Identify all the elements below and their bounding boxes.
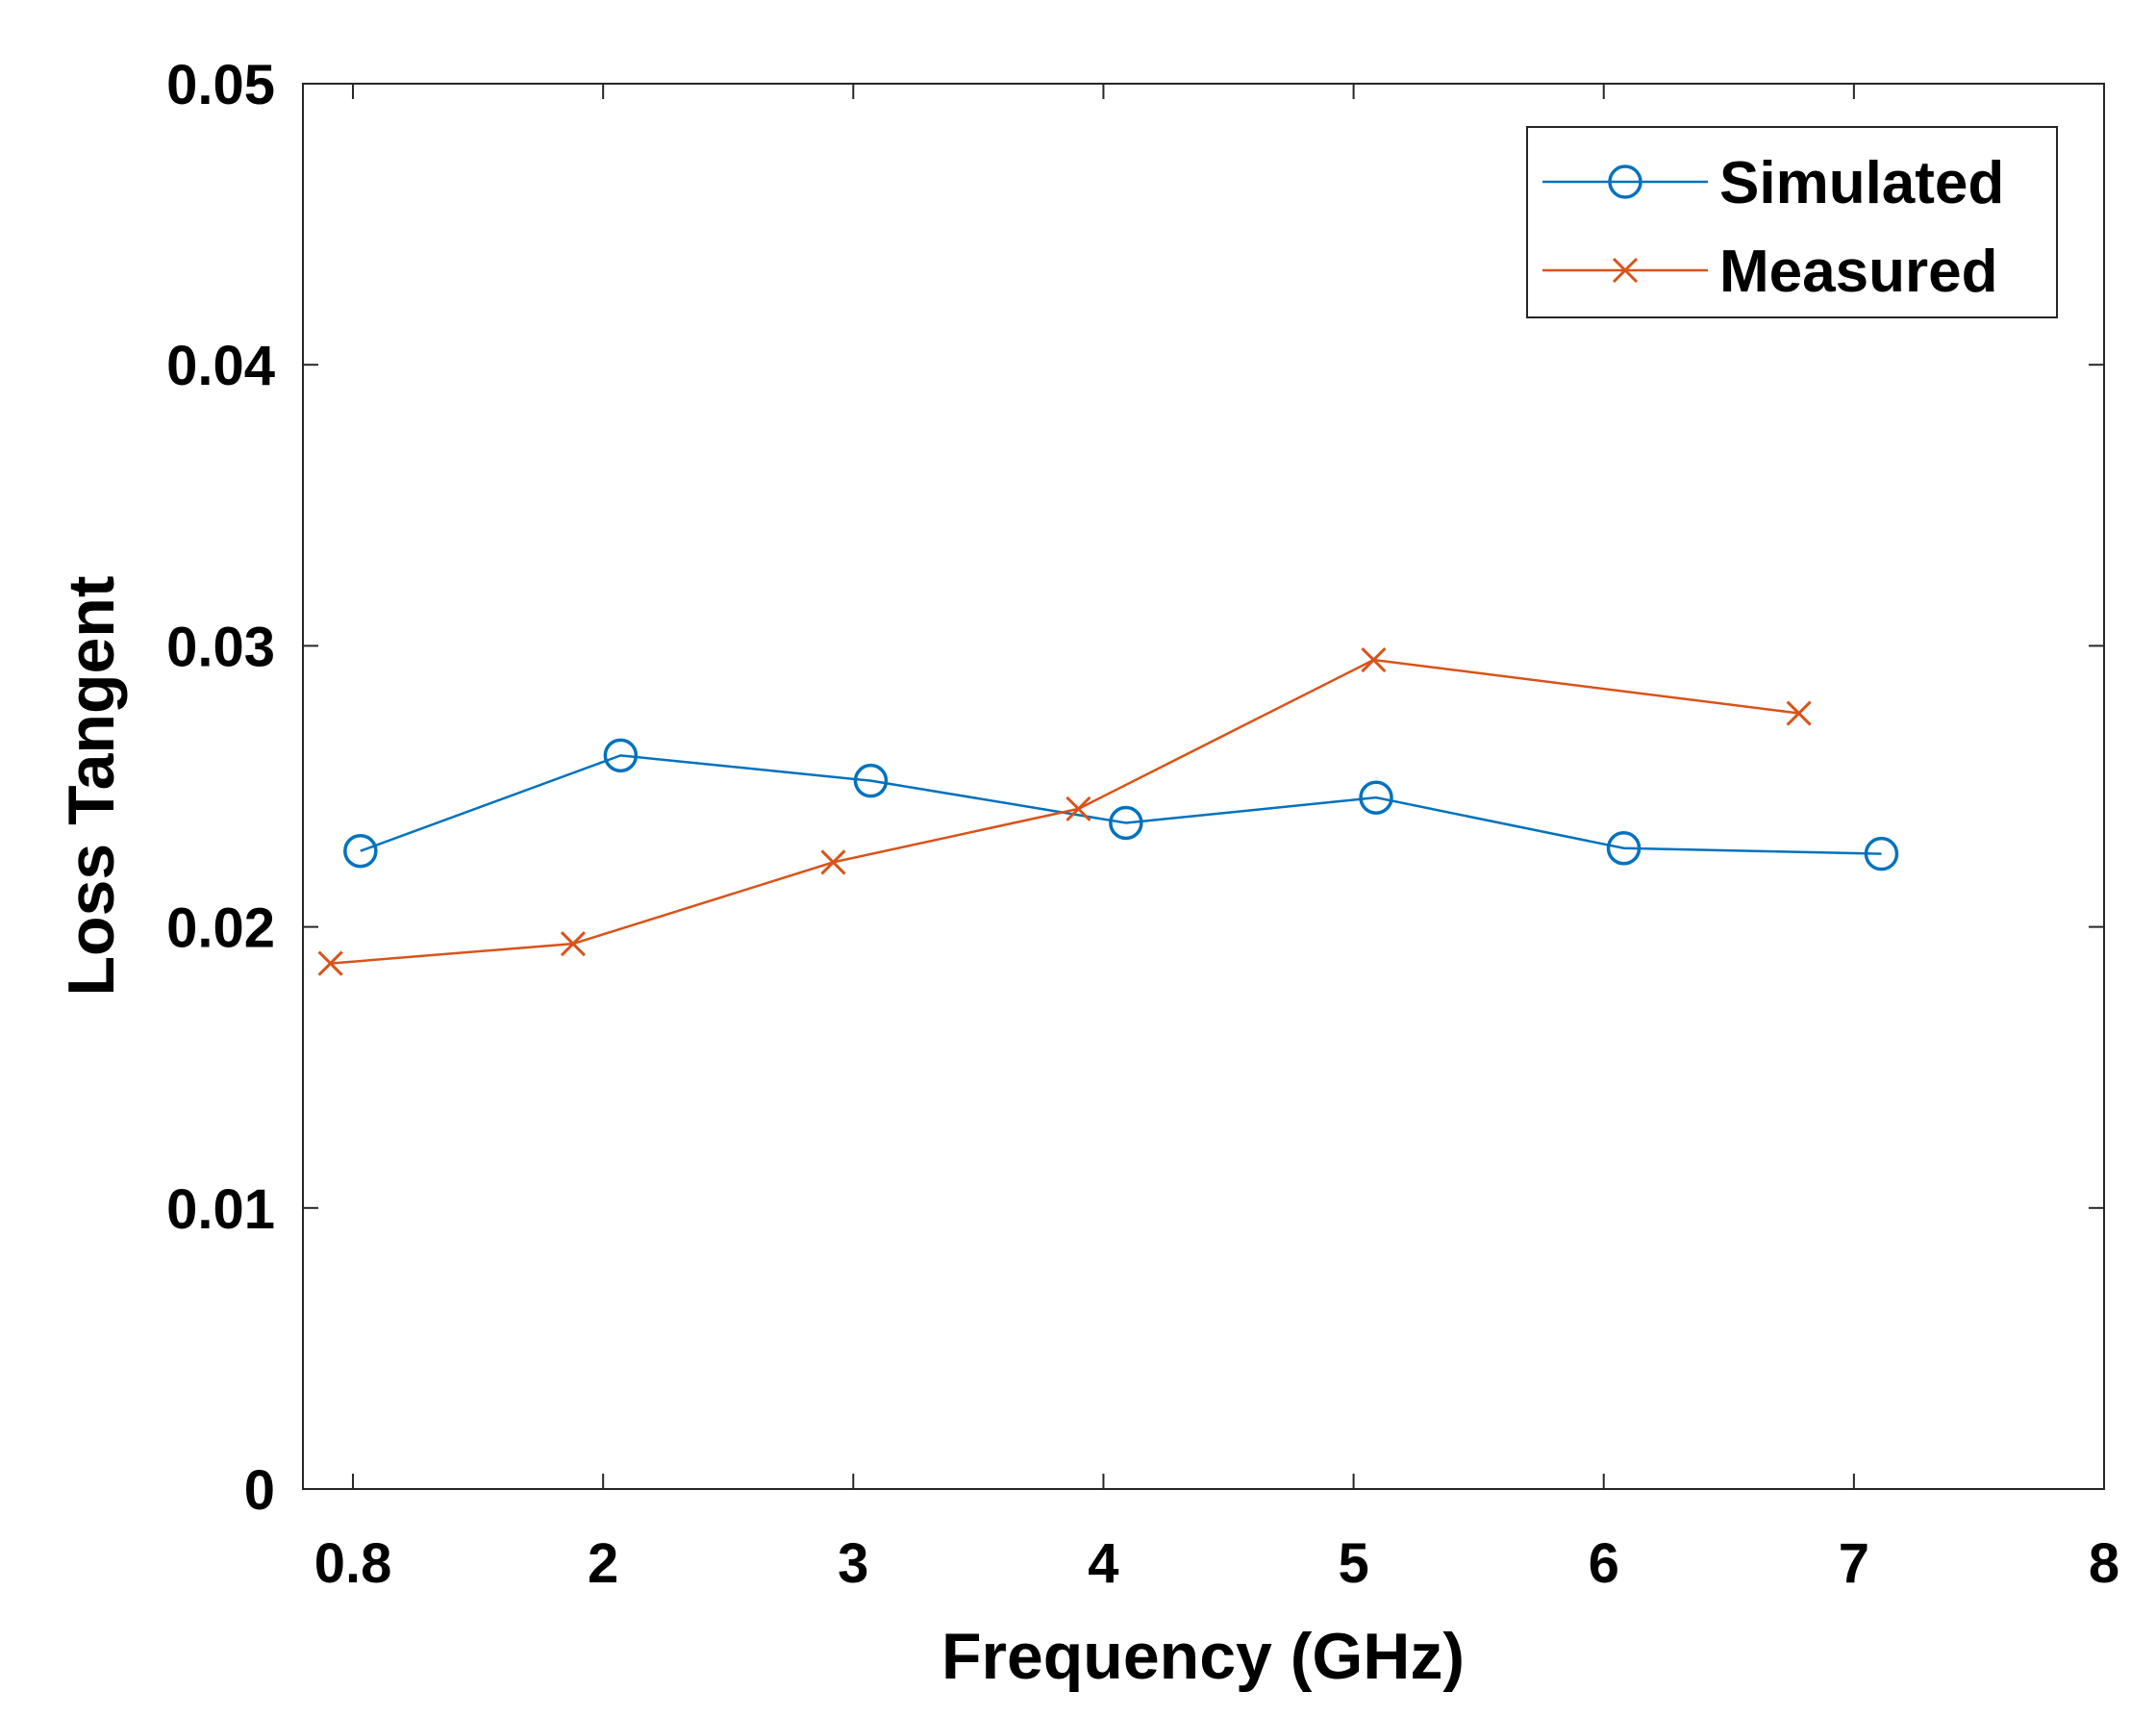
x-tick-label: 6 <box>1589 1532 1619 1595</box>
y-tick-label: 0.04 <box>166 335 275 397</box>
y-tick-label: 0.01 <box>166 1178 275 1241</box>
legend-simulated-label: Simulated <box>1719 150 2004 216</box>
data-point-measured <box>1786 700 1812 726</box>
legend-simulated-marker <box>1608 164 1642 199</box>
y-tick-label: 0 <box>244 1459 275 1522</box>
x-tick-label: 8 <box>2089 1532 2119 1595</box>
x-axis-label: Frequency (GHz) <box>941 1620 1465 1693</box>
data-point-simulated <box>1606 831 1642 866</box>
x-tick-label: 3 <box>838 1532 868 1595</box>
legend: Simulated Measured <box>1526 126 2058 318</box>
x-tick-label: 0.8 <box>314 1532 392 1595</box>
data-point-measured <box>820 849 846 875</box>
data-point-measured <box>1065 795 1091 821</box>
y-axis-label: Loss Tangent <box>55 576 128 997</box>
series-simulated <box>343 738 1899 871</box>
data-point-measured <box>317 950 343 976</box>
data-point-simulated <box>1864 836 1899 871</box>
data-point-simulated <box>603 738 639 773</box>
data-point-measured <box>560 931 587 957</box>
data-point-simulated <box>853 763 889 798</box>
series-measured <box>317 646 1812 976</box>
legend-measured-marker <box>1612 257 1639 284</box>
axis-tick-labels: 0.8 2 3 4 5 6 7 8 0 0.01 0.02 0.03 0.04 0.05 <box>166 54 2119 1595</box>
data-point-simulated <box>1109 805 1143 841</box>
legend-measured-label: Measured <box>1719 239 1997 305</box>
axis-ticks <box>303 83 2105 1490</box>
series-line-simulated <box>360 754 1882 855</box>
series-line-measured <box>330 658 1799 965</box>
x-tick-label: 7 <box>1839 1532 1869 1595</box>
data-point-simulated <box>343 833 378 869</box>
x-tick-label: 2 <box>588 1532 618 1595</box>
data-point-simulated <box>1359 780 1393 815</box>
series-layer <box>317 646 1899 976</box>
y-tick-label: 0.05 <box>166 54 275 116</box>
x-tick-label: 4 <box>1088 1532 1118 1595</box>
y-tick-label: 0.03 <box>166 616 275 678</box>
data-point-measured <box>1361 646 1387 673</box>
x-tick-label: 5 <box>1338 1532 1368 1595</box>
y-tick-label: 0.02 <box>166 897 275 960</box>
legend-box <box>1526 126 2058 318</box>
